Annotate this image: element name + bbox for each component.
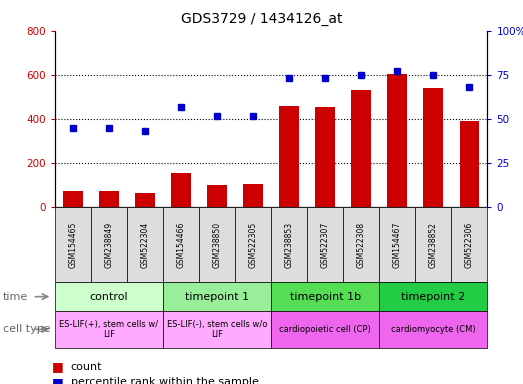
Text: GSM154466: GSM154466 bbox=[177, 222, 186, 268]
Text: GSM522304: GSM522304 bbox=[141, 222, 150, 268]
Text: GSM522308: GSM522308 bbox=[357, 222, 366, 268]
Text: GDS3729 / 1434126_at: GDS3729 / 1434126_at bbox=[181, 12, 342, 26]
Text: GSM522305: GSM522305 bbox=[248, 222, 258, 268]
Bar bbox=[388, 74, 407, 207]
Bar bbox=[207, 185, 227, 207]
Bar bbox=[351, 90, 371, 207]
Text: ■: ■ bbox=[52, 360, 64, 373]
Bar bbox=[99, 191, 119, 207]
Text: GSM238850: GSM238850 bbox=[213, 222, 222, 268]
Bar bbox=[315, 107, 335, 207]
Text: GSM154467: GSM154467 bbox=[393, 222, 402, 268]
Text: timepoint 1: timepoint 1 bbox=[185, 291, 249, 302]
Text: timepoint 1b: timepoint 1b bbox=[290, 291, 361, 302]
Bar bbox=[243, 184, 263, 207]
Text: GSM154465: GSM154465 bbox=[69, 222, 77, 268]
Text: percentile rank within the sample: percentile rank within the sample bbox=[71, 377, 258, 384]
Text: count: count bbox=[71, 362, 102, 372]
Text: GSM522306: GSM522306 bbox=[465, 222, 474, 268]
Bar bbox=[135, 193, 155, 207]
Bar bbox=[279, 106, 299, 207]
Bar bbox=[424, 88, 444, 207]
Text: ES-LIF(-), stem cells w/o
LIF: ES-LIF(-), stem cells w/o LIF bbox=[167, 319, 267, 339]
Text: GSM522307: GSM522307 bbox=[321, 222, 329, 268]
Text: ■: ■ bbox=[52, 376, 64, 384]
Bar bbox=[171, 173, 191, 207]
Text: cell type: cell type bbox=[3, 324, 50, 334]
Text: time: time bbox=[3, 291, 28, 302]
Bar bbox=[460, 121, 479, 207]
Text: GSM238853: GSM238853 bbox=[285, 222, 294, 268]
Text: control: control bbox=[89, 291, 128, 302]
Text: cardiopoietic cell (CP): cardiopoietic cell (CP) bbox=[279, 325, 371, 334]
Text: timepoint 2: timepoint 2 bbox=[401, 291, 465, 302]
Text: ES-LIF(+), stem cells w/
LIF: ES-LIF(+), stem cells w/ LIF bbox=[60, 319, 158, 339]
Text: GSM238852: GSM238852 bbox=[429, 222, 438, 268]
Bar bbox=[63, 191, 83, 207]
Text: cardiomyocyte (CM): cardiomyocyte (CM) bbox=[391, 325, 476, 334]
Text: GSM238849: GSM238849 bbox=[105, 222, 113, 268]
